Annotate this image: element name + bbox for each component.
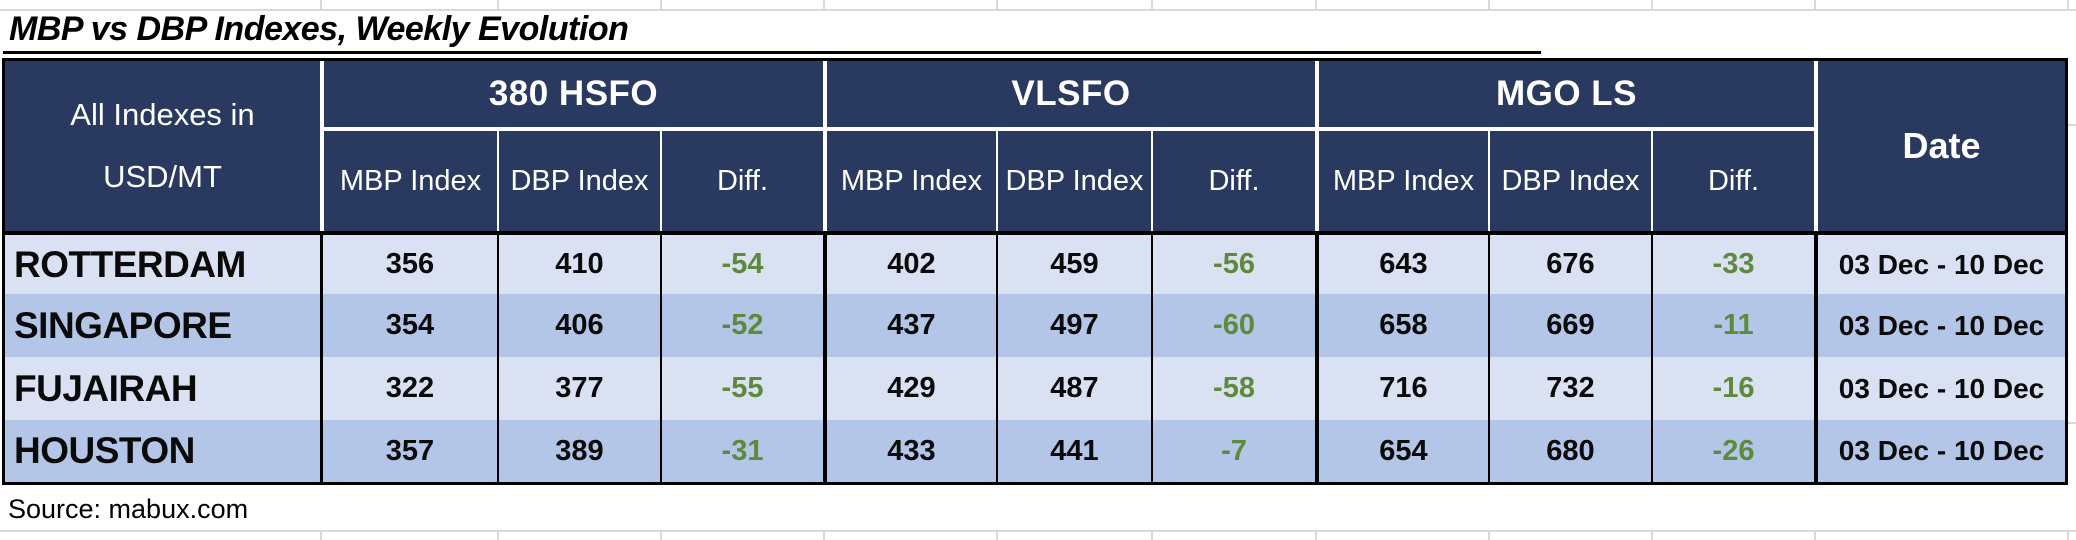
vlsfo-dbp-cell: 497 (996, 294, 1151, 357)
subheader-diff: Diff. (1651, 127, 1814, 231)
unit-header-line2: USD/MT (103, 159, 222, 194)
subheader-dbp-index: DBP Index (1488, 127, 1651, 231)
unit-header: All Indexes in USD/MT (5, 61, 320, 231)
column-gridline (2067, 0, 2069, 9)
group-header-380-hsfo: 380 HSFO (320, 61, 823, 127)
hsfo-mbp-cell: 356 (320, 231, 497, 294)
column-gridline (497, 0, 499, 9)
subheader-diff: Diff. (660, 127, 823, 231)
column-gridline (1315, 0, 1317, 9)
group-header-vlsfo: VLSFO (823, 61, 1315, 127)
mgo-dbp-cell: 669 (1488, 294, 1651, 357)
column-gridline (660, 0, 662, 9)
port-name-cell: HOUSTON (5, 420, 320, 482)
column-gridline (996, 0, 998, 9)
mgo-mbp-cell: 643 (1315, 231, 1488, 294)
mgo-dbp-cell: 732 (1488, 357, 1651, 420)
port-name-cell: SINGAPORE (5, 294, 320, 357)
port-name-cell: FUJAIRAH (5, 357, 320, 420)
subheader-diff: Diff. (1151, 127, 1315, 231)
column-gridline (1488, 0, 1490, 9)
column-gridline (497, 532, 499, 540)
right-margin-gridline (2068, 422, 2076, 424)
date-range-cell: 03 Dec - 10 Dec (1814, 357, 2065, 420)
column-gridline (1651, 532, 1653, 540)
mgo-diff-cell: -11 (1651, 294, 1814, 357)
vlsfo-mbp-cell: 437 (823, 294, 996, 357)
column-gridline (1151, 532, 1153, 540)
hsfo-dbp-cell: 377 (497, 357, 660, 420)
column-gridline (1488, 532, 1490, 540)
subheader-mbp-index: MBP Index (1315, 127, 1488, 231)
vlsfo-diff-cell: -60 (1151, 294, 1315, 357)
port-name-cell: ROTTERDAM (5, 231, 320, 294)
date-range-cell: 03 Dec - 10 Dec (1814, 231, 2065, 294)
subheader-mbp-index: MBP Index (823, 127, 996, 231)
group-header-mgo-ls: MGO LS (1315, 61, 1814, 127)
hsfo-dbp-cell: 406 (497, 294, 660, 357)
mgo-mbp-cell: 658 (1315, 294, 1488, 357)
date-header: Date (1814, 61, 2065, 231)
vlsfo-mbp-cell: 402 (823, 231, 996, 294)
column-gridline (2067, 532, 2069, 540)
right-margin-gridline (2068, 124, 2076, 126)
hsfo-dbp-cell: 410 (497, 231, 660, 294)
hsfo-mbp-cell: 322 (320, 357, 497, 420)
column-gridline (320, 0, 322, 9)
column-gridline (823, 0, 825, 9)
mgo-diff-cell: -33 (1651, 231, 1814, 294)
column-gridline (996, 532, 998, 540)
vlsfo-dbp-cell: 459 (996, 231, 1151, 294)
hsfo-diff-cell: -52 (660, 294, 823, 357)
date-range-cell: 03 Dec - 10 Dec (1814, 294, 2065, 357)
indexes-table: All Indexes in USD/MT 380 HSFO VLSFO MGO… (2, 58, 2068, 485)
subheader-dbp-index: DBP Index (497, 127, 660, 231)
top-gridline-strip (0, 0, 2076, 11)
hsfo-diff-cell: -31 (660, 420, 823, 482)
unit-header-line1: All Indexes in (70, 97, 255, 132)
column-gridline (1315, 532, 1317, 540)
column-gridline (660, 532, 662, 540)
mgo-mbp-cell: 654 (1315, 420, 1488, 482)
hsfo-diff-cell: -55 (660, 357, 823, 420)
source-note: Source: mabux.com (8, 493, 249, 524)
column-gridline (1814, 0, 1816, 9)
vlsfo-diff-cell: -56 (1151, 231, 1315, 294)
column-gridline (823, 532, 825, 540)
bottom-gridline-strip (0, 530, 2076, 540)
mgo-mbp-cell: 716 (1315, 357, 1488, 420)
mgo-dbp-cell: 680 (1488, 420, 1651, 482)
page-title: MBP vs DBP Indexes, Weekly Evolution (3, 6, 1541, 54)
hsfo-mbp-cell: 357 (320, 420, 497, 482)
mgo-diff-cell: -26 (1651, 420, 1814, 482)
vlsfo-diff-cell: -7 (1151, 420, 1315, 482)
column-gridline (1814, 532, 1816, 540)
vlsfo-mbp-cell: 433 (823, 420, 996, 482)
vlsfo-diff-cell: -58 (1151, 357, 1315, 420)
vlsfo-dbp-cell: 441 (996, 420, 1151, 482)
vlsfo-dbp-cell: 487 (996, 357, 1151, 420)
subheader-dbp-index: DBP Index (996, 127, 1151, 231)
date-range-cell: 03 Dec - 10 Dec (1814, 420, 2065, 482)
hsfo-dbp-cell: 389 (497, 420, 660, 482)
vlsfo-mbp-cell: 429 (823, 357, 996, 420)
hsfo-mbp-cell: 354 (320, 294, 497, 357)
mgo-diff-cell: -16 (1651, 357, 1814, 420)
column-gridline (1651, 0, 1653, 9)
column-gridline (320, 532, 322, 540)
mgo-dbp-cell: 676 (1488, 231, 1651, 294)
column-gridline (1151, 0, 1153, 9)
subheader-mbp-index: MBP Index (320, 127, 497, 231)
hsfo-diff-cell: -54 (660, 231, 823, 294)
